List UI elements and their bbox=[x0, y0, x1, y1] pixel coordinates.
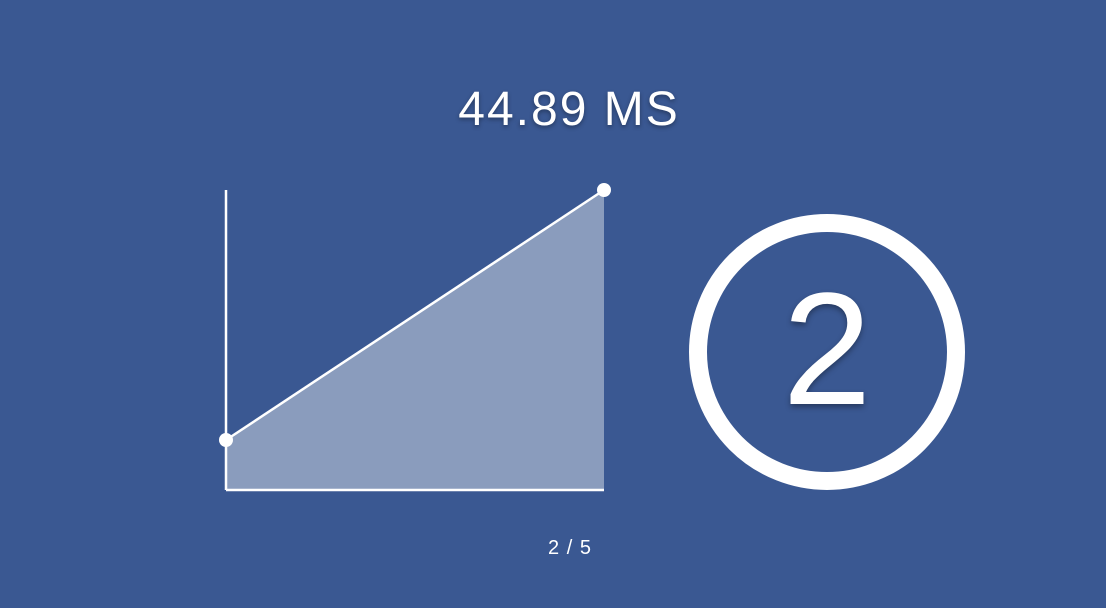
data-point-0 bbox=[219, 433, 233, 447]
area-fill bbox=[226, 190, 604, 490]
step-indicator: 2 bbox=[689, 214, 965, 490]
series-line bbox=[225, 188, 605, 442]
pager-indicator: 2 / 5 bbox=[548, 537, 592, 559]
data-point-1 bbox=[597, 183, 611, 197]
step-number: 2 bbox=[782, 259, 872, 438]
